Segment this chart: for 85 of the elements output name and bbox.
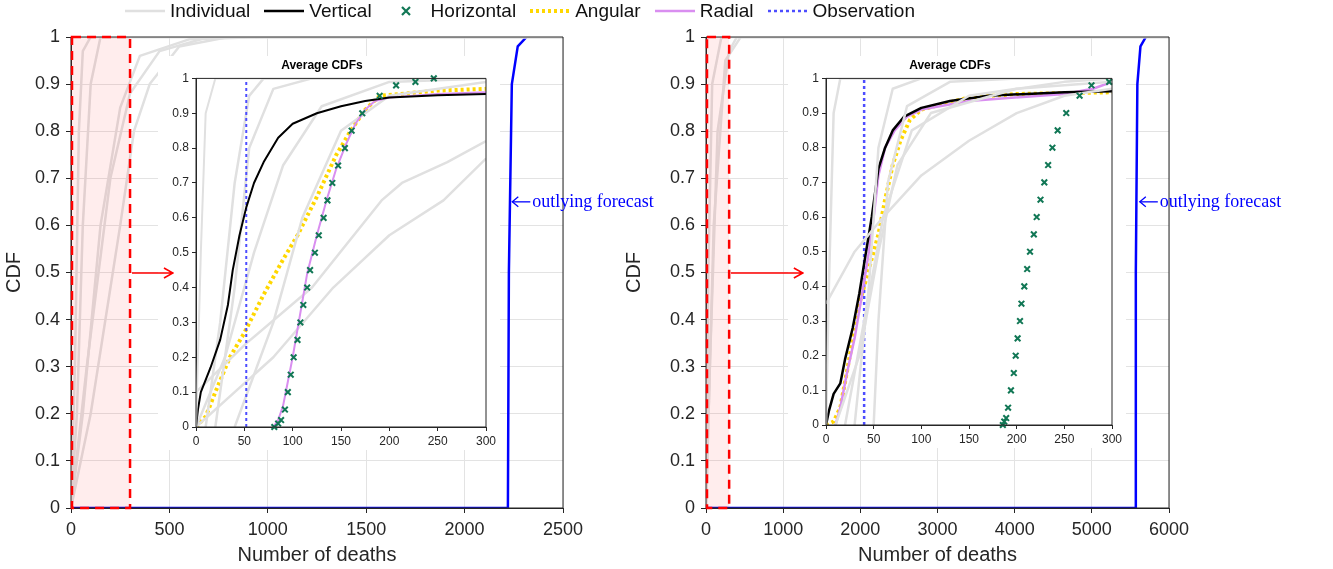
x-tick-label: 1500 — [346, 518, 387, 539]
x-tick-label: 1000 — [763, 518, 804, 539]
x-tick-label: 50 — [866, 431, 881, 446]
annotation: outlying forecast — [532, 190, 654, 211]
y-axis-title: CDF — [1, 251, 24, 294]
y-tick-label: 0.8 — [172, 140, 190, 155]
x-tick-label: 150 — [958, 431, 980, 446]
y-tick-label: 0.6 — [172, 210, 190, 225]
y-tick-label: 0 — [684, 496, 695, 517]
y-tick-label: 0.5 — [669, 261, 695, 282]
x-tick-label: 4000 — [994, 518, 1035, 539]
y-tick-label: 0.3 — [802, 313, 820, 328]
x-tick-label: 0 — [192, 433, 200, 448]
x-tick-label: 5000 — [1071, 518, 1112, 539]
x-tick-label: 0 — [700, 518, 712, 539]
y-tick-label: 1 — [812, 70, 820, 85]
y-tick-label: 0.2 — [172, 349, 190, 364]
x-tick-label: 2000 — [840, 518, 881, 539]
x-tick-label: 200 — [1006, 431, 1027, 446]
legend-label: Angular — [575, 0, 641, 22]
x-tick-label: 250 — [1054, 431, 1075, 446]
y-tick-label: 0 — [812, 417, 820, 432]
x-tick-label: 2500 — [542, 518, 584, 539]
y-tick-label: 0 — [182, 419, 190, 434]
y-tick-label: 0.9 — [34, 73, 60, 94]
y-tick-label: 0.1 — [34, 449, 60, 470]
x-tick-label: 3000 — [917, 518, 958, 539]
y-tick-label: 0.1 — [172, 384, 190, 399]
x-tick-label: 300 — [475, 433, 497, 448]
y-tick-label: 0.3 — [669, 355, 695, 376]
y-tick-label: 0.4 — [669, 308, 695, 329]
x-axis-title: Number of deaths — [858, 542, 1017, 565]
legend-label: Horizontal — [430, 0, 517, 22]
x-tick-label: 100 — [282, 433, 303, 448]
y-tick-label: 0.9 — [172, 105, 190, 120]
y-tick-label: 0.7 — [669, 167, 695, 188]
y-tick-label: 0.6 — [669, 214, 695, 235]
x-tick-label: 50 — [237, 433, 252, 448]
y-tick-label: 1 — [49, 25, 60, 46]
y-tick-label: 0.9 — [802, 105, 820, 120]
y-tick-label: 0.2 — [802, 347, 820, 362]
x-tick-label: 0 — [65, 518, 77, 539]
y-tick-label: 0.7 — [172, 175, 190, 190]
chart-title: Average CDFs — [909, 57, 992, 72]
y-tick-label: 0.3 — [34, 355, 60, 376]
y-tick-label: 0.6 — [802, 209, 820, 224]
y-tick-label: 0 — [49, 496, 60, 517]
y-tick-label: 0.5 — [172, 245, 190, 260]
y-tick-label: 0.1 — [802, 382, 820, 397]
legend-label: Vertical — [309, 0, 372, 22]
legend-label: Radial — [699, 0, 754, 22]
y-axis-title: CDF — [621, 251, 644, 294]
x-axis-title: Number of deaths — [237, 542, 397, 565]
y-tick-label: 0.4 — [172, 279, 190, 294]
y-tick-label: 0.3 — [172, 314, 190, 329]
y-tick-label: 0.1 — [669, 449, 695, 470]
x-tick-label: 500 — [154, 518, 185, 539]
y-tick-label: 0.4 — [34, 308, 60, 329]
x-tick-label: 2000 — [444, 518, 485, 539]
y-tick-label: 0.2 — [34, 402, 60, 423]
y-tick-label: 0.9 — [669, 73, 695, 94]
chart-title: Average CDFs — [281, 57, 364, 72]
y-tick-label: 0.4 — [802, 278, 820, 293]
x-tick-label: 100 — [911, 431, 932, 446]
x-tick-label: 250 — [427, 433, 448, 448]
y-tick-label: 0.8 — [802, 140, 820, 155]
legend-label: Individual — [170, 0, 251, 22]
x-tick-label: 200 — [379, 433, 400, 448]
y-tick-label: 0.7 — [34, 167, 60, 188]
y-tick-label: 0.8 — [669, 120, 695, 141]
y-tick-label: 0.8 — [34, 120, 60, 141]
y-tick-label: 1 — [182, 70, 190, 85]
y-tick-label: 0.7 — [802, 174, 820, 189]
x-tick-label: 1000 — [247, 518, 288, 539]
y-tick-label: 0.5 — [802, 244, 820, 259]
x-tick-label: 6000 — [1148, 518, 1190, 539]
x-tick-label: 150 — [330, 433, 352, 448]
y-tick-label: 1 — [684, 25, 695, 46]
y-tick-label: 0.6 — [34, 214, 60, 235]
x-tick-label: 300 — [1101, 431, 1123, 446]
legend-label: Observation — [812, 0, 915, 22]
annotation: outlying forecast — [1159, 190, 1282, 211]
y-tick-label: 0.2 — [669, 402, 695, 423]
y-tick-label: 0.5 — [34, 261, 60, 282]
x-tick-label: 0 — [822, 431, 830, 446]
